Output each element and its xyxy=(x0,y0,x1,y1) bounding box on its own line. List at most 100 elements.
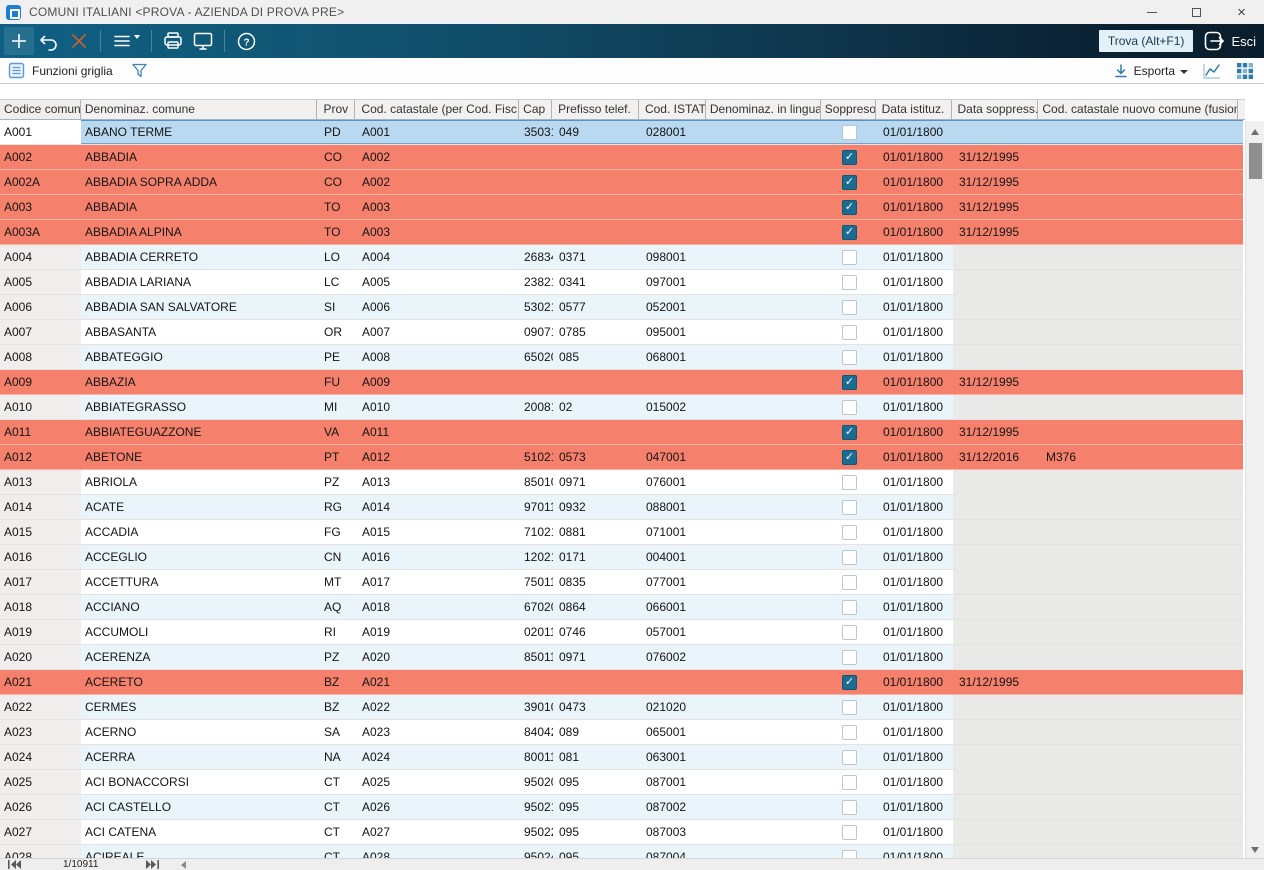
cell-cod-fusione[interactable]: M376 xyxy=(1046,450,1077,464)
cell-denominaz-comune[interactable]: ABBATEGGIO xyxy=(85,350,163,364)
cell-prefisso-telef[interactable]: 0932 xyxy=(559,500,586,514)
cell-cod-fusione[interactable] xyxy=(1040,220,1243,244)
cell-soppreso[interactable] xyxy=(822,495,877,519)
cell-codice-comune[interactable]: A017 xyxy=(0,570,81,594)
soppreso-checkbox[interactable] xyxy=(842,574,857,590)
cell-denominaz-comune[interactable]: ACI BONACCORSI xyxy=(85,775,190,789)
cell-cod-fusione[interactable] xyxy=(1040,270,1243,294)
soppreso-checkbox[interactable] xyxy=(842,774,857,790)
cell-cap[interactable] xyxy=(520,170,553,194)
column-header-cap[interactable]: Cap xyxy=(519,100,553,119)
cell-cod-catastale[interactable]: A028 xyxy=(362,850,391,858)
cell-cod-istat[interactable]: 021020 xyxy=(646,700,687,714)
cell-data-istituz[interactable]: 01/01/1800 xyxy=(883,725,944,739)
cell-cap[interactable]: 95024 xyxy=(524,850,553,858)
cell-cap[interactable]: 71021 xyxy=(524,525,553,539)
cell-prefisso-telef[interactable]: 081 xyxy=(559,750,580,764)
cell-denominaz-in-lingua[interactable] xyxy=(707,470,822,494)
cell-data-istituz[interactable]: 01/01/1800 xyxy=(883,525,944,539)
cell-cod-catastale[interactable]: A012 xyxy=(362,450,391,464)
undo-button[interactable] xyxy=(34,27,64,55)
soppreso-checkbox[interactable] xyxy=(842,449,857,465)
cell-prefisso-telef[interactable]: 0881 xyxy=(559,525,586,539)
cell-soppreso[interactable] xyxy=(822,545,877,569)
cell-denominaz-comune[interactable]: ACI CATENA xyxy=(85,825,157,839)
soppreso-checkbox[interactable] xyxy=(842,324,857,340)
cell-data-istituz[interactable]: 01/01/1800 xyxy=(883,775,944,789)
cell-data-soppress[interactable] xyxy=(953,620,1040,644)
cell-cod-fusione[interactable] xyxy=(1040,120,1243,144)
cell-soppreso[interactable] xyxy=(822,745,877,769)
cell-prefisso-telef[interactable]: 02 xyxy=(559,400,573,414)
cell-cod-fusione[interactable] xyxy=(1040,770,1243,794)
cell-cap[interactable]: 75011 xyxy=(524,575,553,589)
cell-prov[interactable]: RG xyxy=(324,500,342,514)
cell-prefisso-telef[interactable]: 0835 xyxy=(559,575,586,589)
cell-codice-comune[interactable]: A016 xyxy=(0,545,81,569)
scroll-down-button[interactable] xyxy=(1246,841,1264,858)
cell-data-soppress[interactable] xyxy=(953,270,1040,294)
cell-soppreso[interactable] xyxy=(822,320,877,344)
cell-prov[interactable]: CT xyxy=(324,775,340,789)
cell-cod-catastale[interactable]: A013 xyxy=(362,475,391,489)
cell-data-soppress[interactable] xyxy=(953,645,1040,669)
cell-codice-comune[interactable]: A007 xyxy=(0,320,81,344)
cell-prov[interactable]: MT xyxy=(324,575,342,589)
hscroll-left-button[interactable] xyxy=(181,860,187,869)
soppreso-checkbox[interactable] xyxy=(842,674,857,690)
cell-prefisso-telef[interactable] xyxy=(553,145,640,169)
soppreso-checkbox[interactable] xyxy=(842,149,857,165)
cell-denominaz-comune[interactable]: ABBIATEGRASSO xyxy=(85,400,187,414)
cell-denominaz-comune[interactable]: ACERETO xyxy=(85,675,143,689)
cell-cod-catastale[interactable]: A007 xyxy=(362,325,391,339)
cell-soppreso[interactable] xyxy=(822,445,877,469)
cell-codice-comune[interactable]: A008 xyxy=(0,345,81,369)
cell-cod-fusione[interactable] xyxy=(1040,370,1243,394)
cell-data-istituz[interactable]: 01/01/1800 xyxy=(883,575,944,589)
cell-denominaz-in-lingua[interactable] xyxy=(707,645,822,669)
cell-cod-istat[interactable]: 063001 xyxy=(646,750,687,764)
cell-denominaz-comune[interactable]: CERMES xyxy=(85,700,137,714)
cell-denominaz-comune[interactable]: ABBADIA xyxy=(85,150,138,164)
table-row[interactable]: A005 ABBADIA LARIANA LC A005 23821 0341 … xyxy=(0,270,1243,295)
cell-prov[interactable]: RI xyxy=(324,625,336,639)
cell-cod-catastale[interactable]: A002 xyxy=(362,175,391,189)
table-row[interactable]: A010 ABBIATEGRASSO MI A010 20081 02 0150… xyxy=(0,395,1243,420)
close-button[interactable]: × xyxy=(1237,3,1246,21)
cell-cap[interactable] xyxy=(520,370,553,394)
soppreso-checkbox[interactable] xyxy=(842,249,857,265)
table-row[interactable]: A004 ABBADIA CERRETO LO A004 26834 0371 … xyxy=(0,245,1243,270)
cell-cod-istat[interactable] xyxy=(640,145,707,169)
cell-data-soppress[interactable]: 31/12/1995 xyxy=(959,425,1020,439)
cell-cap[interactable]: 51021 xyxy=(524,450,553,464)
cell-codice-comune[interactable]: A010 xyxy=(0,395,81,419)
cell-data-soppress[interactable]: 31/12/2016 xyxy=(959,450,1020,464)
cell-prefisso-telef[interactable]: 0371 xyxy=(559,250,586,264)
column-header-prov[interactable]: Prov xyxy=(317,100,356,119)
cell-codice-comune[interactable]: A011 xyxy=(0,420,81,444)
cell-soppreso[interactable] xyxy=(822,420,877,444)
cell-cod-istat[interactable]: 068001 xyxy=(646,350,687,364)
cell-denominaz-in-lingua[interactable] xyxy=(707,620,822,644)
column-header-denominaz-in-lingua[interactable]: Denominaz. in lingua xyxy=(706,100,821,119)
cell-soppreso[interactable] xyxy=(822,695,877,719)
cell-codice-comune[interactable]: A021 xyxy=(0,670,81,694)
cell-prov[interactable]: BZ xyxy=(324,700,340,714)
cell-prov[interactable]: NA xyxy=(324,750,341,764)
cell-prefisso-telef[interactable]: 0864 xyxy=(559,600,586,614)
cell-cap[interactable]: 20081 xyxy=(524,400,553,414)
cell-data-istituz[interactable]: 01/01/1800 xyxy=(883,550,944,564)
soppreso-checkbox[interactable] xyxy=(842,699,857,715)
cell-denominaz-in-lingua[interactable] xyxy=(707,395,822,419)
cell-prefisso-telef[interactable]: 095 xyxy=(559,850,580,858)
soppreso-checkbox[interactable] xyxy=(842,749,857,765)
cell-prefisso-telef[interactable]: 089 xyxy=(559,725,580,739)
cell-cap[interactable]: 35031 xyxy=(524,125,553,139)
cell-denominaz-comune[interactable]: ACI CASTELLO xyxy=(85,800,172,814)
cell-cod-istat[interactable]: 066001 xyxy=(646,600,687,614)
cell-data-istituz[interactable]: 01/01/1800 xyxy=(883,750,944,764)
cell-cod-istat[interactable]: 065001 xyxy=(646,725,687,739)
cell-cap[interactable]: 12021 xyxy=(524,550,553,564)
